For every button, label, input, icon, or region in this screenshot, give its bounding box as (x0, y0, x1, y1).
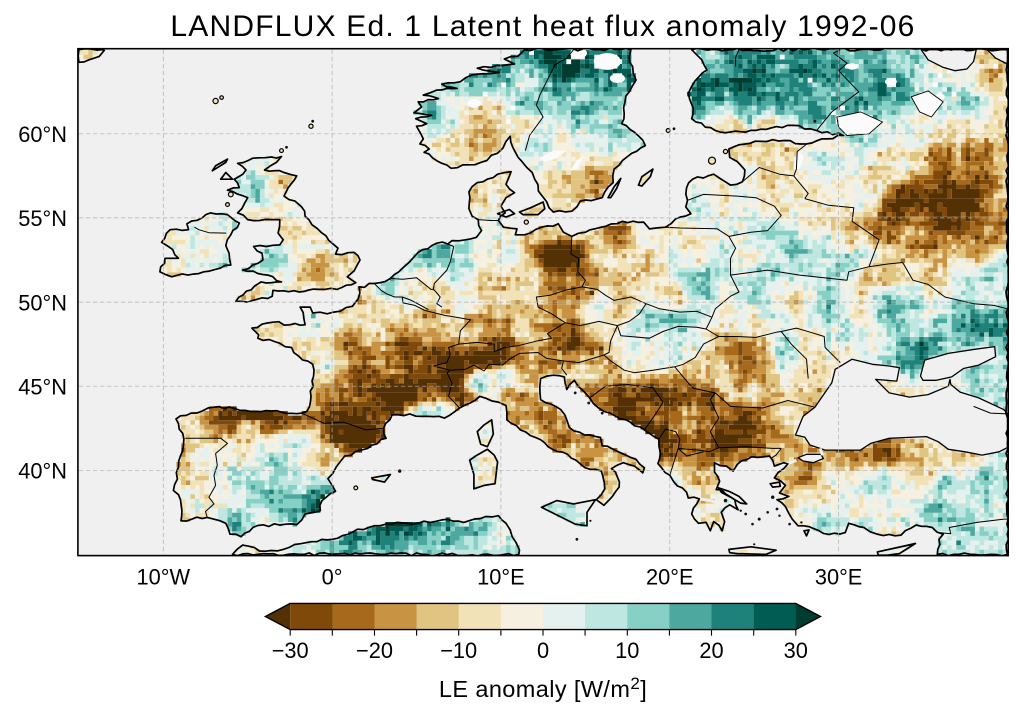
svg-text:30°E: 30°E (815, 565, 863, 590)
svg-text:20: 20 (699, 638, 723, 663)
svg-text:30: 30 (784, 638, 808, 663)
svg-text:60°N: 60°N (18, 122, 67, 147)
svg-text:−30: −30 (272, 638, 309, 663)
svg-text:45°N: 45°N (18, 375, 67, 400)
svg-text:10°W: 10°W (137, 565, 191, 590)
svg-text:LE anomaly [W/m2]: LE anomaly [W/m2] (439, 674, 647, 702)
svg-text:0°: 0° (322, 565, 343, 590)
svg-text:50°N: 50°N (18, 290, 67, 315)
svg-text:55°N: 55°N (18, 206, 67, 231)
svg-text:20°E: 20°E (646, 565, 694, 590)
svg-text:−20: −20 (356, 638, 393, 663)
svg-text:40°N: 40°N (18, 459, 67, 484)
svg-text:LANDFLUX Ed. 1 Latent heat flu: LANDFLUX Ed. 1 Latent heat flux anomaly … (170, 10, 915, 43)
svg-text:−10: −10 (440, 638, 477, 663)
svg-text:10°E: 10°E (477, 565, 525, 590)
svg-text:0: 0 (537, 638, 549, 663)
svg-text:10: 10 (615, 638, 639, 663)
